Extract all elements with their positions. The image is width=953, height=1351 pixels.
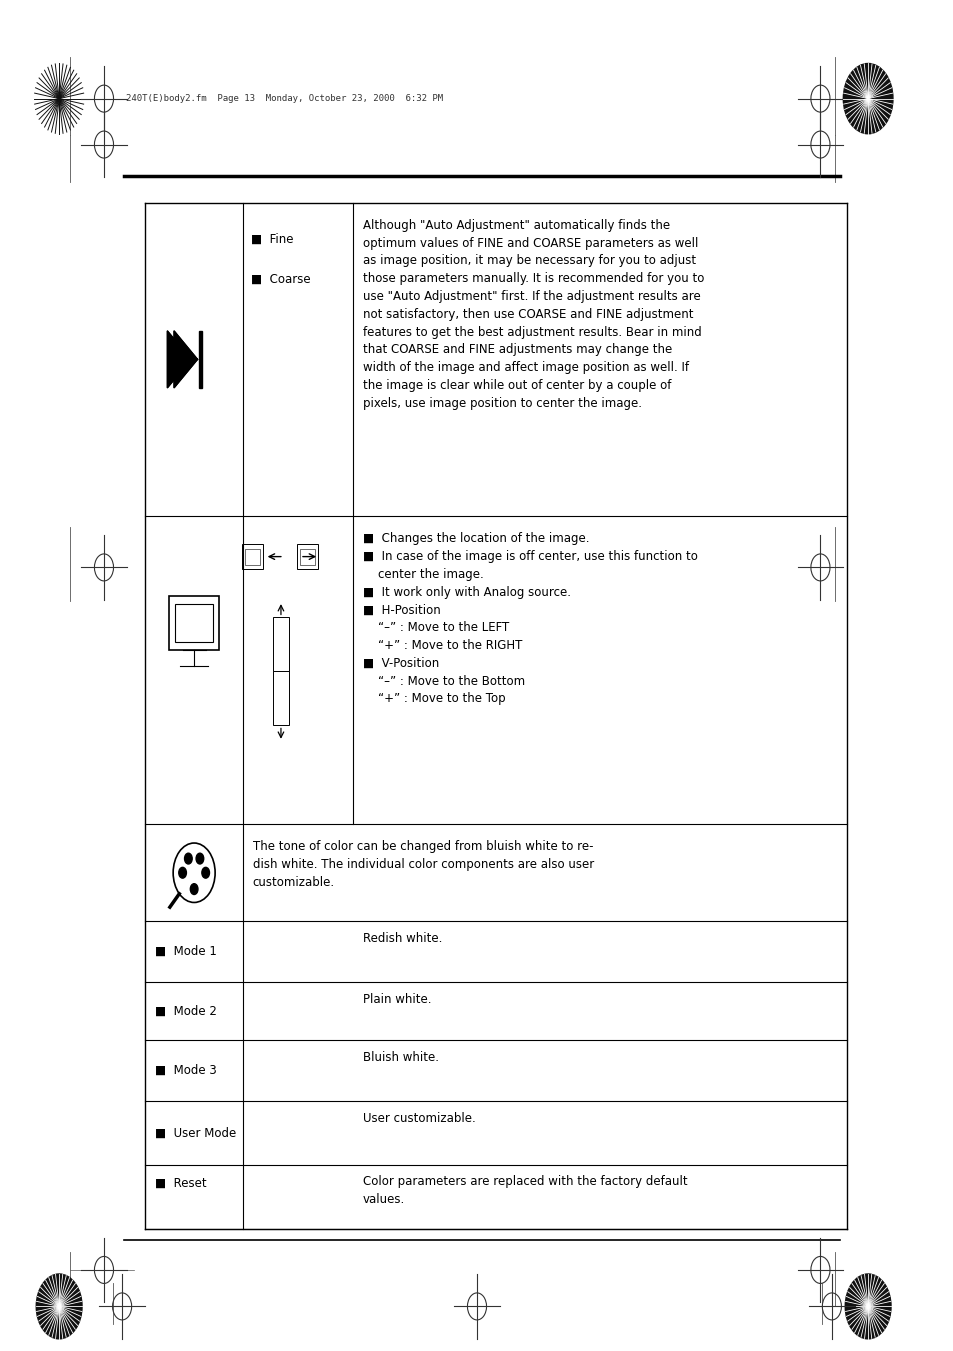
Circle shape <box>190 884 198 894</box>
Text: ■  Mode 1: ■ Mode 1 <box>154 946 216 958</box>
Text: Bluish white.: Bluish white. <box>362 1051 438 1065</box>
Text: Redish white.: Redish white. <box>362 932 441 946</box>
Circle shape <box>844 1274 890 1339</box>
Text: ■  Mode 3: ■ Mode 3 <box>154 1065 216 1077</box>
Bar <box>170 596 218 650</box>
Circle shape <box>196 854 204 865</box>
Circle shape <box>202 867 210 878</box>
Circle shape <box>36 1274 82 1339</box>
Bar <box>175 604 213 642</box>
Circle shape <box>178 867 186 878</box>
Bar <box>299 549 314 565</box>
Circle shape <box>184 854 192 865</box>
Text: ■  Coarse: ■ Coarse <box>251 273 311 286</box>
Text: ■  Fine: ■ Fine <box>251 232 294 246</box>
Text: ■  Reset: ■ Reset <box>154 1177 206 1190</box>
Text: 240T(E)body2.fm  Page 13  Monday, October 23, 2000  6:32 PM: 240T(E)body2.fm Page 13 Monday, October … <box>126 95 442 103</box>
Polygon shape <box>168 331 191 388</box>
Text: Plain white.: Plain white. <box>362 993 431 1006</box>
Text: ■  Mode 2: ■ Mode 2 <box>154 1005 216 1017</box>
Bar <box>242 544 263 569</box>
Bar <box>244 549 259 565</box>
Circle shape <box>842 63 892 134</box>
Bar <box>273 617 288 671</box>
Bar <box>296 544 317 569</box>
Text: The tone of color can be changed from bluish white to re-
dish white. The indivi: The tone of color can be changed from bl… <box>253 840 594 889</box>
Polygon shape <box>199 331 202 388</box>
Text: ■  Changes the location of the image.
■  In case of the image is off center, use: ■ Changes the location of the image. ■ I… <box>362 532 697 705</box>
Text: User customizable.: User customizable. <box>362 1112 475 1125</box>
Text: ■  User Mode: ■ User Mode <box>154 1127 235 1139</box>
Polygon shape <box>173 331 197 388</box>
Text: Although "Auto Adjustment" automatically finds the
optimum values of FINE and CO: Although "Auto Adjustment" automatically… <box>362 219 703 409</box>
Text: Color parameters are replaced with the factory default
values.: Color parameters are replaced with the f… <box>362 1175 686 1206</box>
Bar <box>273 671 288 725</box>
